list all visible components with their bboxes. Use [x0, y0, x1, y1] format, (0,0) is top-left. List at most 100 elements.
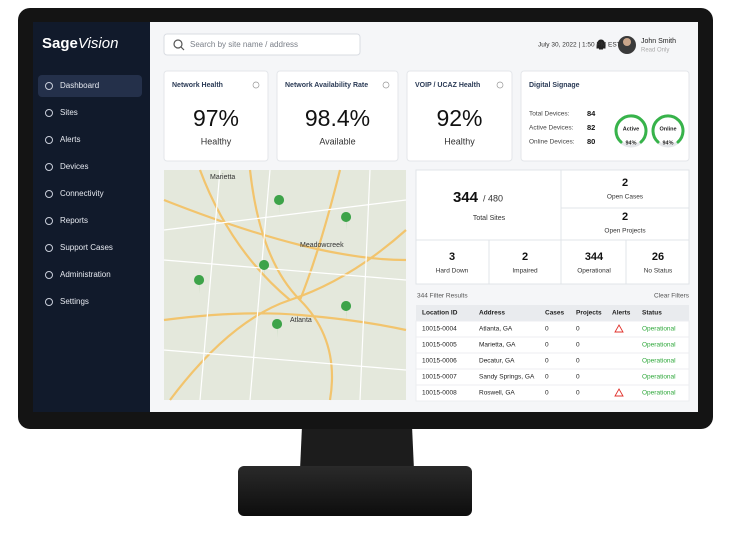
nav-item[interactable]: Alerts: [60, 135, 80, 144]
table-header: Status: [642, 310, 662, 317]
nav-icon: [45, 190, 53, 198]
search-box[interactable]: [163, 33, 361, 56]
nav-icon: [45, 163, 53, 171]
card-title: Network Health: [172, 82, 223, 89]
nav-item[interactable]: Settings: [60, 297, 89, 306]
monitor-neck: [300, 426, 414, 470]
nav-icon: [45, 271, 53, 279]
nav-icon: [45, 244, 53, 252]
alert-icon: [614, 388, 624, 397]
stat-of: / 480: [483, 193, 503, 203]
card-value: 98.4%: [305, 105, 370, 131]
stat-label: Hard Down: [436, 268, 469, 275]
nav-item[interactable]: Connectivity: [60, 189, 104, 198]
nav-item[interactable]: Devices: [60, 162, 88, 171]
card: [163, 70, 269, 162]
map-road: [163, 169, 407, 401]
signage-value: 84: [587, 109, 596, 118]
nav-icon: [45, 136, 53, 144]
stat-value: 344: [585, 251, 604, 263]
clear-filters[interactable]: Clear Filters: [654, 293, 690, 300]
info-icon: [252, 81, 260, 89]
card-title: VOIP / UCAZ Health: [415, 82, 480, 89]
card: [276, 70, 399, 162]
nav-item[interactable]: Administration: [60, 270, 111, 279]
card: [406, 70, 513, 162]
info-icon: [496, 81, 504, 89]
cell: 10015-0005: [422, 342, 457, 349]
table-row[interactable]: [415, 384, 690, 402]
card-label: Healthy: [201, 136, 232, 146]
cell: 0: [545, 342, 549, 349]
map-label: Atlanta: [290, 317, 312, 324]
cell: Sandy Springs, GA: [479, 374, 535, 381]
stat-label: Open Projects: [604, 228, 646, 235]
stat-value: 344: [453, 189, 479, 206]
bell-icon[interactable]: [596, 39, 606, 50]
map-label: Meadowcreek: [300, 242, 344, 249]
signage-label: Active Devices:: [529, 125, 574, 132]
nav-icon: [45, 82, 53, 90]
status: Operational: [642, 390, 676, 397]
stat-label: No Status: [644, 268, 673, 275]
signage-title: Digital Signage: [529, 82, 580, 89]
cell: Atlanta, GA: [479, 326, 513, 333]
cell: 0: [545, 374, 549, 381]
cell: Roswell, GA: [479, 390, 515, 397]
results-count: 344 Filter Results: [417, 293, 468, 300]
stat-label: Impaired: [512, 268, 538, 275]
table-header: Address: [479, 310, 505, 317]
cell: 10015-0008: [422, 390, 457, 397]
cell: 10015-0007: [422, 374, 457, 381]
nav-item[interactable]: Dashboard: [60, 81, 99, 90]
cell: 0: [576, 358, 580, 365]
cell: 10015-0004: [422, 326, 457, 333]
nav-icon: [45, 109, 53, 117]
stat-value: 2: [622, 211, 628, 223]
map-highway: [163, 169, 407, 401]
nav-item[interactable]: Sites: [60, 108, 78, 117]
stat-value: 2: [522, 251, 528, 263]
cell: 0: [576, 342, 580, 349]
stat-value: 26: [652, 251, 664, 263]
stat-value: 2: [622, 177, 628, 189]
gauge-value: 94%: [625, 140, 636, 146]
user-role: Read Only: [641, 48, 669, 54]
card: [520, 70, 690, 162]
signage-value: 80: [587, 137, 595, 146]
card-value: 97%: [193, 105, 239, 131]
nav-active: [38, 75, 142, 97]
signage-label: Online Devices:: [529, 139, 575, 146]
map[interactable]: [163, 169, 407, 401]
table-header-bg: [416, 305, 689, 321]
cell: 0: [576, 374, 580, 381]
brand-logo: Vision: [78, 35, 119, 52]
status: Operational: [642, 358, 676, 365]
gauge-arc: [614, 114, 648, 144]
status: Operational: [642, 326, 676, 333]
table-header: Projects: [576, 310, 602, 317]
gauge-label: Online: [659, 126, 676, 132]
stats-grid: [415, 169, 690, 285]
monitor-base: [238, 466, 472, 516]
signage-value: 82: [587, 123, 595, 132]
nav-item[interactable]: Support Cases: [60, 243, 113, 252]
nav-icon: [45, 217, 53, 225]
cell: 0: [576, 326, 580, 333]
stat-label: Open Cases: [607, 194, 644, 201]
search-placeholder: Search by site name / address: [190, 40, 298, 49]
card-label: Available: [319, 136, 355, 146]
nav-item[interactable]: Reports: [60, 216, 88, 225]
cell: 0: [545, 358, 549, 365]
cell: 0: [576, 390, 580, 397]
search-icon: [180, 46, 185, 51]
table-header: Alerts: [612, 310, 631, 317]
stat-label: Total Sites: [473, 215, 506, 222]
cell: Marietta, GA: [479, 342, 516, 349]
status: Operational: [642, 342, 676, 349]
card-label: Healthy: [444, 136, 475, 146]
card-value: 92%: [436, 105, 482, 131]
gauge-label: Active: [623, 126, 640, 132]
